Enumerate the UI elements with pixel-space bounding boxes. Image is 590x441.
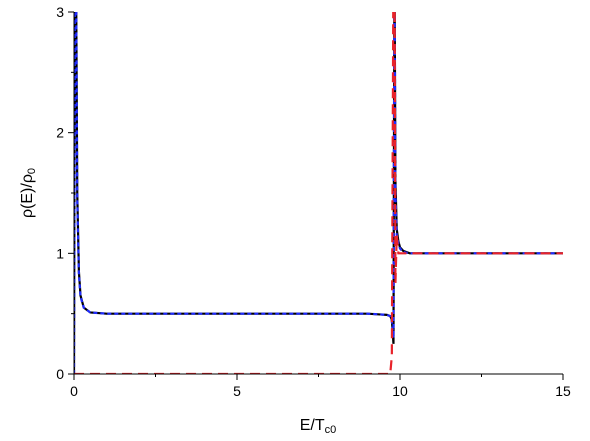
series-line: [74, 12, 563, 374]
x-tick-label: 0: [70, 383, 78, 399]
x-tick-label: 10: [392, 383, 408, 399]
y-tick-label: 3: [56, 4, 64, 20]
x-axis-label: E/Tc0: [300, 417, 337, 436]
x-tick-label: 5: [233, 383, 241, 399]
series-line: [74, 12, 563, 374]
y-axis-label: ρ(E)/ρ0: [19, 168, 38, 218]
series-line: [74, 12, 563, 374]
x-tick-label: 15: [555, 383, 571, 399]
y-tick-label: 1: [56, 245, 64, 261]
plot-area: [74, 12, 563, 374]
y-tick-label: 2: [56, 125, 64, 141]
y-tick-label: 0: [56, 366, 64, 382]
